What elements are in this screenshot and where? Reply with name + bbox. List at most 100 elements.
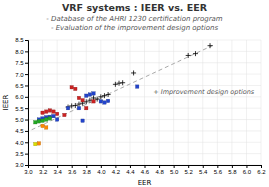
grid-line xyxy=(144,40,145,165)
x-axis: 3.03.23.43.63.84.04.24.44.64.85.05.25.45… xyxy=(24,165,266,175)
plus-point xyxy=(102,93,107,98)
square-point xyxy=(48,109,51,112)
square-point xyxy=(45,118,48,121)
x-tick: 5.0 xyxy=(170,165,179,175)
x-tick: 4.0 xyxy=(97,165,106,175)
square-point xyxy=(99,100,102,103)
x-tick-mark xyxy=(72,165,73,168)
x-tick-mark xyxy=(261,165,262,168)
x-tick-mark xyxy=(232,165,233,168)
y-tick-mark xyxy=(25,74,28,75)
y-tick-label: 3.5 xyxy=(15,151,24,157)
square-point xyxy=(45,110,48,113)
square-point xyxy=(81,99,84,102)
x-tick: 5.4 xyxy=(199,165,208,175)
series xyxy=(66,43,213,109)
grid-line xyxy=(217,40,218,165)
x-tick-mark xyxy=(130,165,131,168)
x-tick-label: 5.8 xyxy=(228,169,237,175)
x-tick-mark xyxy=(43,165,44,168)
x-tick-label: 4.4 xyxy=(126,169,135,175)
x-tick: 4.4 xyxy=(126,165,135,175)
grid-line xyxy=(173,40,174,165)
y-tick: 4.0 xyxy=(15,140,28,146)
y-tick-label: 3.0 xyxy=(15,162,24,168)
grid-line xyxy=(28,96,261,97)
square-point xyxy=(77,96,80,99)
x-tick: 4.8 xyxy=(155,165,164,175)
y-tick-label: 4.5 xyxy=(15,128,24,134)
square-point xyxy=(41,119,44,122)
square-point xyxy=(55,118,58,121)
square-point xyxy=(81,119,84,122)
square-point xyxy=(48,117,51,120)
grid-line xyxy=(28,142,261,143)
y-tick-mark xyxy=(25,85,28,86)
y-tick-mark xyxy=(25,108,28,109)
grid-line xyxy=(57,40,58,165)
square-point xyxy=(34,142,37,145)
square-point xyxy=(66,106,69,109)
x-tick-label: 4.6 xyxy=(141,169,150,175)
square-point xyxy=(41,124,44,127)
x-tick-label: 3.0 xyxy=(24,169,33,175)
grid-line xyxy=(28,108,261,109)
grid-line xyxy=(28,153,261,154)
grid-line xyxy=(188,40,189,165)
square-point xyxy=(103,101,106,104)
y-tick-label: 7.0 xyxy=(15,72,24,78)
x-tick: 3.8 xyxy=(83,165,92,175)
x-tick-label: 3.2 xyxy=(39,169,48,175)
y-tick-mark xyxy=(25,97,28,98)
title: VRF systems : IEER vs. EER xyxy=(62,2,208,13)
square-point xyxy=(106,99,109,102)
square-point xyxy=(85,106,88,109)
x-tick-label: 6.0 xyxy=(243,169,252,175)
square-point xyxy=(34,121,37,124)
y-tick-label: 5.0 xyxy=(15,117,24,123)
grid-line xyxy=(42,40,43,165)
square-point xyxy=(41,111,44,114)
y-tick: 8.5 xyxy=(15,37,28,43)
plus-point xyxy=(117,81,122,86)
grid-line xyxy=(28,51,261,52)
x-tick-mark xyxy=(174,165,175,168)
y-tick: 6.5 xyxy=(15,83,28,89)
series xyxy=(34,142,37,145)
grid-line xyxy=(28,40,261,41)
x-tick: 5.2 xyxy=(185,165,194,175)
x-tick: 5.6 xyxy=(214,165,223,175)
subtitle: - Database of the AHRI 1230 certificatio… xyxy=(46,15,223,23)
series xyxy=(37,85,139,122)
plus-point xyxy=(113,82,118,87)
series xyxy=(34,117,52,124)
square-point xyxy=(37,142,40,145)
y-tick: 8.0 xyxy=(15,49,28,55)
y-tick-mark xyxy=(25,120,28,121)
series xyxy=(41,86,95,117)
square-point xyxy=(136,85,139,88)
y-tick: 6.0 xyxy=(15,94,28,100)
y-tick-label: 5.5 xyxy=(15,106,24,112)
square-point xyxy=(70,86,73,89)
grid-line xyxy=(261,40,262,165)
grid-line xyxy=(115,40,116,165)
y-tick: 5.5 xyxy=(15,106,28,112)
plus-point xyxy=(131,70,136,75)
y-tick: 5.0 xyxy=(15,117,28,123)
plus-point xyxy=(95,97,100,102)
y-tick: 3.5 xyxy=(15,151,28,157)
x-tick-mark xyxy=(57,165,58,168)
x-tick-mark xyxy=(246,165,247,168)
y-tick-label: 6.0 xyxy=(15,94,24,100)
x-tick: 3.4 xyxy=(53,165,62,175)
x-tick-label: 5.2 xyxy=(185,169,194,175)
y-tick-label: 6.5 xyxy=(15,83,24,89)
square-point xyxy=(88,93,91,96)
square-point xyxy=(85,94,88,97)
x-tick-label: 3.8 xyxy=(83,169,92,175)
y-tick-mark xyxy=(25,131,28,132)
x-tick-label: 5.4 xyxy=(199,169,208,175)
x-tick-label: 3.4 xyxy=(53,169,62,175)
x-tick-label: 4.0 xyxy=(97,169,106,175)
